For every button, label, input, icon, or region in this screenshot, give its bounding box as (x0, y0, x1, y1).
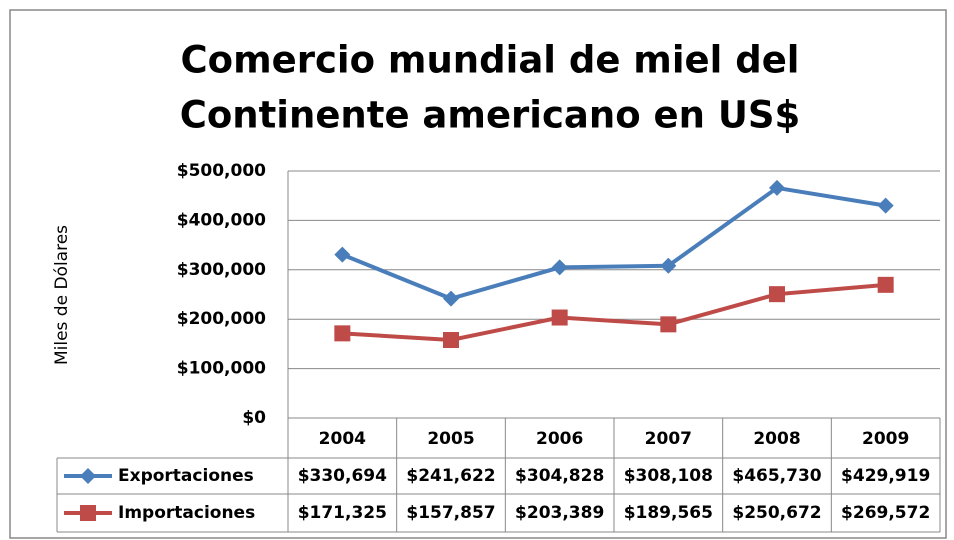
data-label: $250,672 (732, 503, 821, 523)
y-tick-label: $200,000 (177, 309, 266, 329)
y-axis-label: Miles de Dólares (52, 225, 72, 365)
marker (660, 257, 677, 274)
chart-title: Continente americano en US$ (180, 94, 801, 137)
marker (334, 325, 351, 342)
x-tick-label: 2008 (753, 429, 800, 449)
y-tick-label: $100,000 (177, 359, 266, 379)
y-tick-label: $500,000 (177, 161, 266, 181)
data-label: $157,857 (406, 503, 495, 523)
marker (660, 316, 677, 333)
x-tick-label: 2005 (427, 429, 474, 449)
legend-label: Importaciones (118, 503, 255, 523)
data-label: $269,572 (841, 503, 930, 523)
marker (877, 197, 894, 214)
y-tick-label: $400,000 (177, 210, 266, 230)
x-tick-label: 2006 (536, 429, 583, 449)
legend-label: Exportaciones (118, 466, 254, 486)
line (342, 282, 886, 343)
marker (769, 179, 785, 196)
data-label: $330,694 (298, 466, 387, 486)
chart-title: Comercio mundial de miel del (181, 39, 800, 82)
marker (877, 276, 894, 293)
marker (334, 246, 351, 263)
x-tick-label: 2004 (319, 429, 366, 449)
marker (769, 286, 785, 303)
marker (443, 290, 459, 307)
data-label: $203,389 (515, 503, 604, 523)
data-label: $308,108 (624, 466, 713, 486)
chart-border (9, 9, 947, 539)
marker (443, 332, 459, 349)
data-label: $241,622 (406, 466, 495, 486)
line (341, 185, 886, 301)
data-label: $465,730 (732, 466, 821, 486)
legend-marker (80, 505, 96, 521)
x-tick-label: 2007 (645, 429, 692, 449)
data-label: $189,565 (624, 503, 713, 523)
y-tick-label: $300,000 (177, 260, 266, 280)
marker (551, 309, 568, 326)
marker (551, 259, 568, 276)
data-label: $171,325 (298, 503, 387, 523)
legend-marker (80, 468, 96, 484)
data-label: $304,828 (515, 466, 604, 486)
x-tick-label: 2009 (862, 429, 909, 449)
y-tick-label: $0 (242, 408, 266, 428)
data-label: $429,919 (841, 466, 930, 486)
